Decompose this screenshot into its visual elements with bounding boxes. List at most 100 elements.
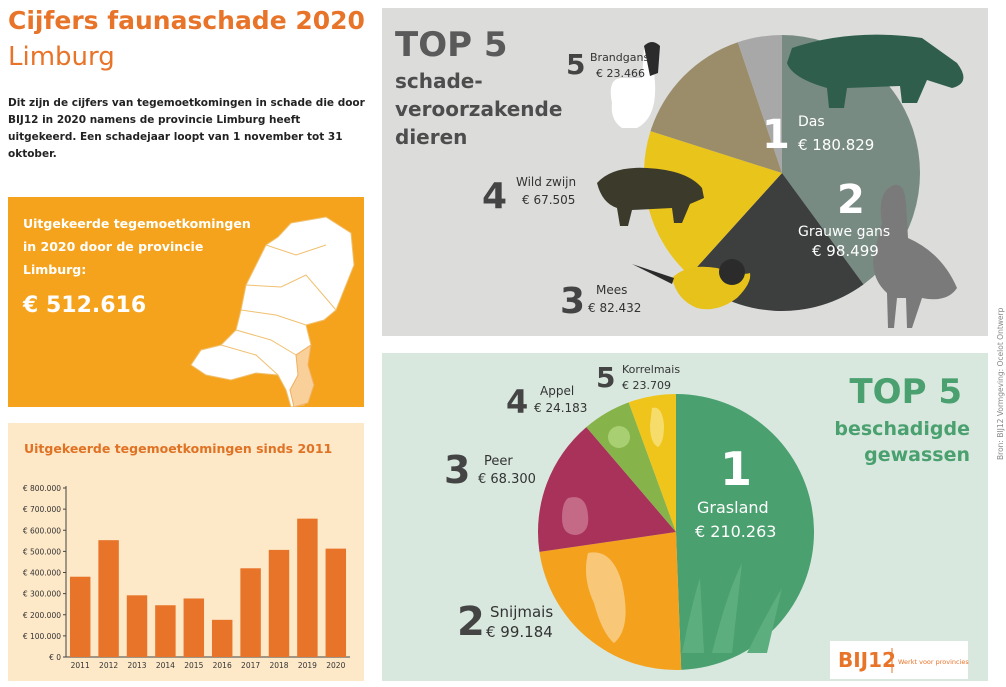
- total-value: € 512.616: [23, 293, 147, 318]
- x-tick-label: 2020: [326, 661, 345, 670]
- animals-name-label: Das: [798, 114, 825, 130]
- y-tick-label: € 600.000: [23, 526, 61, 535]
- bar-2013: [126, 595, 148, 657]
- crops-slice-grasland: [676, 394, 814, 670]
- crops-slice-korrelmais: [628, 394, 676, 532]
- x-tick-label: 2019: [298, 661, 317, 670]
- animals-slice-brandgans: [737, 35, 782, 173]
- intro-text: Dit zijn de cijfers van tegemoetkomingen…: [8, 97, 365, 160]
- crops-rank-5: 5: [596, 361, 615, 394]
- animals-pie-chart: TOP 5 schade-veroorzakende dieren 1 Das € 180…: [395, 25, 964, 328]
- crops-subtitle: beschadigde: [834, 418, 970, 440]
- crops-rank-3: 3: [444, 448, 470, 492]
- total-card: Uitgekeerde tegemoetkomingen in 2020 doo…: [8, 197, 364, 407]
- x-tick-label: 2014: [156, 661, 175, 670]
- y-tick-label: € 200.000: [23, 611, 61, 620]
- crops-card: TOP 5 beschadigde gewassen 1 Grasland € 210.2…: [382, 353, 988, 681]
- wild-boar-icon: [597, 167, 704, 226]
- animals-rank-4: 4: [482, 176, 507, 217]
- x-tick-label: 2018: [269, 661, 288, 670]
- page-title: Cijfers faunaschade 2020: [8, 6, 365, 35]
- logo-box: [830, 641, 968, 679]
- bar-chart-card: Uitgekeerde tegemoetkomingen sinds 2011 …: [8, 423, 364, 681]
- crops-name-label: Appel: [540, 384, 574, 398]
- corn-icon: [586, 552, 626, 643]
- apple-icon: [608, 426, 630, 448]
- pear-icon: [562, 497, 589, 535]
- x-tick-label: 2012: [99, 661, 118, 670]
- credit-text: Bron: BIJ12 Vormgeving: Ocelot Ontwerp: [996, 307, 1005, 460]
- y-tick-label: € 0: [49, 653, 61, 662]
- x-tick-label: 2011: [71, 661, 90, 670]
- bij12-logo: BIJ12: [838, 648, 896, 672]
- animals-value-label: € 98.499: [812, 242, 879, 260]
- brandgans-head-icon: [644, 42, 660, 76]
- bar-2017: [240, 568, 261, 657]
- animals-subtitle: veroorzakende: [395, 97, 562, 121]
- bar-2018: [268, 549, 290, 657]
- bar-2016: [211, 619, 233, 657]
- brandgans-icon: [610, 45, 656, 128]
- crops-rank-1: 1: [720, 442, 752, 496]
- animals-value-label: € 180.829: [798, 136, 874, 154]
- animals-value-label: € 82.432: [588, 301, 641, 315]
- animals-rank-1: 1: [762, 112, 790, 158]
- animals-slice-wild-zwijn: [650, 42, 782, 173]
- bar-chart-title: Uitgekeerde tegemoetkomingen sinds 2011: [24, 441, 333, 456]
- y-tick-label: € 500.000: [23, 547, 61, 556]
- animals-subtitle: dieren: [395, 125, 467, 149]
- crops-name-label: Korrelmais: [622, 363, 680, 376]
- bar-2012: [98, 540, 119, 657]
- crops-value-label: € 99.184: [486, 623, 553, 641]
- animals-name-label: Brandgans: [590, 51, 649, 64]
- crops-name-label: Snijmais: [490, 603, 553, 621]
- x-tick-label: 2017: [241, 661, 260, 670]
- bar-2011: [69, 576, 91, 657]
- y-tick-label: € 300.000: [23, 590, 61, 599]
- animals-name-label: Wild zwijn: [516, 175, 576, 189]
- x-tick-label: 2013: [127, 661, 146, 670]
- crops-value-label: € 210.263: [695, 522, 776, 541]
- animals-rank-5: 5: [566, 48, 585, 81]
- crops-pie-chart: TOP 5 beschadigde gewassen 1 Grasland € 210.2…: [444, 361, 970, 679]
- crops-subtitle: gewassen: [864, 444, 970, 466]
- grass-icon: [682, 563, 782, 653]
- animals-name-label: Grauwe gans: [798, 224, 890, 240]
- animals-name-label: Mees: [596, 283, 627, 297]
- page-subtitle: Limburg: [8, 42, 115, 72]
- crops-value-label: € 24.183: [534, 401, 587, 415]
- animals-slice-mees: [644, 131, 782, 276]
- crops-value-label: € 68.300: [478, 472, 536, 487]
- korrelmais-icon: [650, 407, 664, 447]
- y-tick-label: € 100.000: [23, 632, 61, 641]
- x-tick-label: 2016: [213, 661, 232, 670]
- animals-value-label: € 23.466: [596, 67, 645, 80]
- animals-rank-2: 2: [837, 177, 865, 223]
- crops-rank-2: 2: [457, 599, 485, 645]
- badger-icon: [787, 34, 964, 108]
- animals-rank-3: 3: [560, 281, 585, 322]
- crops-title: TOP 5: [849, 372, 962, 412]
- animals-value-label: € 67.505: [522, 193, 575, 207]
- bar-2015: [183, 598, 205, 657]
- x-tick-label: 2015: [184, 661, 203, 670]
- netherlands-map-icon: [190, 216, 355, 407]
- bar-2020: [325, 548, 347, 657]
- animals-subtitle: schade-: [395, 69, 483, 93]
- y-tick-label: € 800.000: [23, 484, 61, 493]
- crops-name-label: Grasland: [697, 498, 769, 517]
- bar-2014: [155, 605, 176, 657]
- crops-value-label: € 23.709: [622, 379, 671, 392]
- crops-name-label: Peer: [484, 454, 513, 469]
- logo-tagline: Werkt voor provincies: [898, 658, 969, 666]
- total-label: Uitgekeerde tegemoetkomingen in 2020 doo…: [23, 216, 251, 277]
- animals-card: TOP 5 schade-veroorzakende dieren 1 Das € 180…: [382, 8, 988, 336]
- crops-rank-4: 4: [506, 383, 528, 421]
- bar-chart: € 0 € 100.000 € 200.000 € 300.000 € 400.000 €…: [23, 484, 350, 670]
- mees-tail-icon: [632, 264, 674, 284]
- bar-2019: [297, 518, 318, 657]
- y-tick-label: € 400.000: [23, 569, 61, 578]
- mees-head-icon: [719, 259, 745, 285]
- y-tick-label: € 700.000: [23, 505, 61, 514]
- grauwe-gans-icon: [873, 184, 957, 328]
